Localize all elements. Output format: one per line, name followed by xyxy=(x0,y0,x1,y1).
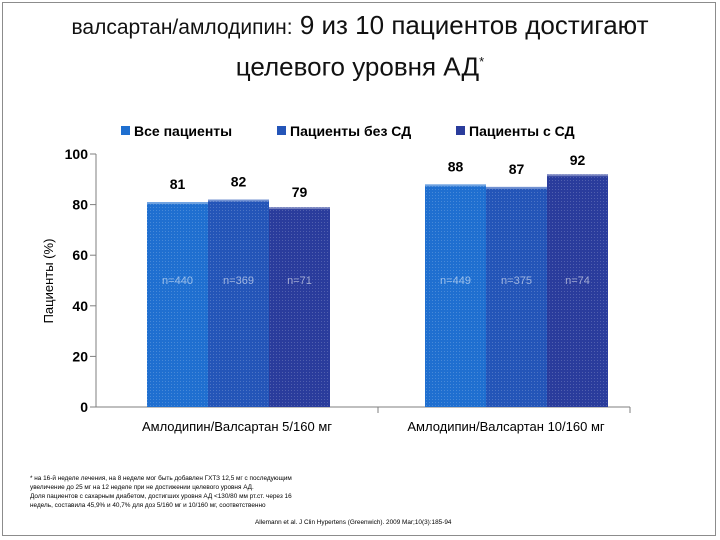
footnote-line: * на 16-й неделе лечения, на 8 неделе мо… xyxy=(30,475,292,482)
y-tick-label: 60 xyxy=(72,247,88,263)
bar-n-label: n=71 xyxy=(287,275,312,287)
x-category-label: Амлодипин/Валсартан 10/160 мг xyxy=(407,419,605,434)
footnote-line: недель, составила 45,9% и 40,7% для доз … xyxy=(30,502,266,509)
chart-labels: 81 n=440 82 n=369 79 n=71 Амлодипин/Валсартан … xyxy=(142,152,605,434)
bar-n-label: n=369 xyxy=(223,275,254,287)
bar-n-label: n=74 xyxy=(565,275,590,287)
bar-n-label: n=449 xyxy=(440,275,471,287)
footnote: * на 16-й неделе лечения, на 8 неделе мо… xyxy=(30,474,550,510)
bar-texture xyxy=(425,184,486,407)
legend-label: Пациенты с СД xyxy=(469,123,575,139)
legend-swatch xyxy=(121,126,130,135)
bar-value-label: 82 xyxy=(231,174,247,190)
footnote-line: Доля пациентов с сахарным диабетом, дост… xyxy=(30,493,292,500)
title-claim: 9 из 10 пациентов достигают xyxy=(292,10,649,40)
bar-highlight xyxy=(208,199,269,202)
title-drug-name: валсартан/амлодипин: xyxy=(71,16,293,39)
y-axis-label: Пациенты (%) xyxy=(41,239,56,324)
y-tick-label: 100 xyxy=(65,146,89,162)
title-footnote-mark: * xyxy=(479,54,485,69)
bar-highlight xyxy=(425,184,486,187)
title-line-1: валсартан/амлодипин: 9 из 10 пациентов д… xyxy=(0,8,720,45)
y-tick-label: 0 xyxy=(80,399,88,415)
bar-value-label: 87 xyxy=(509,161,525,177)
chart-bars xyxy=(147,174,608,407)
bar-texture xyxy=(547,174,608,407)
bar-value-label: 81 xyxy=(170,176,186,192)
bar-value-label: 79 xyxy=(292,184,308,200)
slide-title: валсартан/амлодипин: 9 из 10 пациентов д… xyxy=(0,8,720,84)
bar-texture xyxy=(269,207,330,407)
bar-highlight xyxy=(547,174,608,177)
legend-label: Пациенты без СД xyxy=(290,123,411,139)
y-tick-label: 80 xyxy=(72,197,88,213)
citation: Allemann et al. J Clin Hypertens (Greenw… xyxy=(255,519,452,526)
y-tick-label: 40 xyxy=(72,298,88,314)
bar-highlight xyxy=(486,186,547,189)
bar-value-label: 88 xyxy=(448,158,464,174)
bar-n-label: n=440 xyxy=(162,275,193,287)
bar-n-label: n=375 xyxy=(501,275,532,287)
bar-texture xyxy=(208,199,269,407)
y-tick-label: 20 xyxy=(72,348,88,364)
bar-texture xyxy=(486,186,547,407)
legend-label: Все пациенты xyxy=(134,123,232,139)
legend-swatch xyxy=(277,126,286,135)
bar-texture xyxy=(147,202,208,407)
footnote-line: увеличение до 25 мг на 12 неделе при не … xyxy=(30,484,254,491)
bar-highlight xyxy=(147,202,208,205)
chart-legend: Все пациенты Пациенты без СД Пациенты с СД xyxy=(121,123,575,139)
title-line-2: целевого уровня АД* xyxy=(0,45,720,84)
title-target: целевого уровня АД xyxy=(235,51,480,82)
bar-value-label: 92 xyxy=(570,152,586,168)
legend-swatch xyxy=(456,126,465,135)
bar-highlight xyxy=(269,207,330,210)
x-category-label: Амлодипин/Валсартан 5/160 мг xyxy=(142,419,332,434)
